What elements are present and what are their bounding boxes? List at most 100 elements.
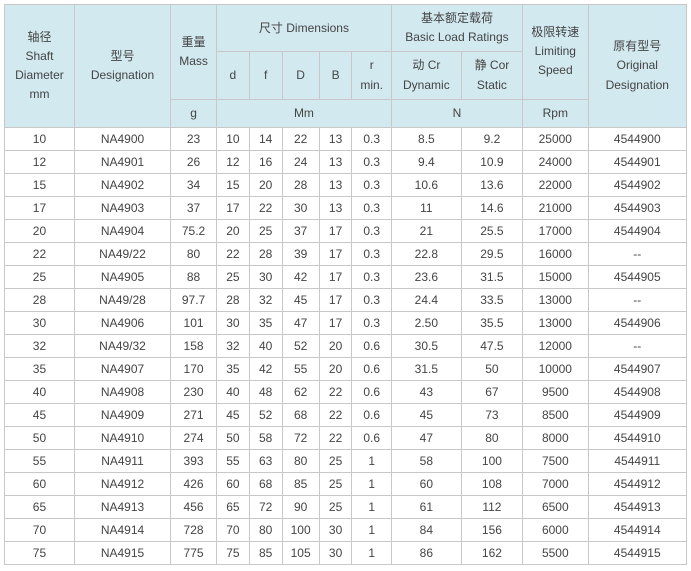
cell-desig: NA4915 [74,541,170,564]
cell-D: 72 [282,426,319,449]
cell-shaft: 40 [5,380,75,403]
cell-stat: 73 [461,403,522,426]
cell-f: 16 [249,150,282,173]
cell-r: 1 [352,472,391,495]
cell-dyn: 31.5 [391,357,461,380]
cell-shaft: 20 [5,219,75,242]
cell-d: 12 [216,150,249,173]
cell-d: 70 [216,518,249,541]
cell-speed: 13000 [523,288,589,311]
cell-dyn: 58 [391,449,461,472]
cell-stat: 35.5 [461,311,522,334]
cell-r: 0.6 [352,380,391,403]
cell-orig: 4544912 [588,472,686,495]
cell-mass: 26 [171,150,217,173]
cell-dyn: 24.4 [391,288,461,311]
cell-orig: 4544905 [588,265,686,288]
cell-stat: 80 [461,426,522,449]
cell-mass: 80 [171,242,217,265]
table-row: 50NA4910274505872220.6478080004544910 [5,426,687,449]
cell-shaft: 60 [5,472,75,495]
cell-speed: 21000 [523,196,589,219]
cell-speed: 24000 [523,150,589,173]
table-row: 30NA4906101303547170.32.5035.51300045449… [5,311,687,334]
cell-D: 68 [282,403,319,426]
cell-f: 22 [249,196,282,219]
cell-f: 58 [249,426,282,449]
table-row: 17NA490337172230130.31114.6210004544903 [5,196,687,219]
cell-speed: 9500 [523,380,589,403]
cell-D: 55 [282,357,319,380]
cell-desig: NA4912 [74,472,170,495]
cell-d: 32 [216,334,249,357]
cell-speed: 7500 [523,449,589,472]
cell-d: 25 [216,265,249,288]
cell-mass: 97.7 [171,288,217,311]
cell-speed: 25000 [523,127,589,150]
cell-d: 10 [216,127,249,150]
cell-D: 90 [282,495,319,518]
cell-d: 35 [216,357,249,380]
cell-r: 0.3 [352,265,391,288]
header-mass-unit: g [171,99,217,127]
cell-shaft: 35 [5,357,75,380]
cell-B: 17 [319,265,352,288]
cell-mass: 393 [171,449,217,472]
cell-speed: 8500 [523,403,589,426]
cell-speed: 5500 [523,541,589,564]
cell-r: 0.3 [352,173,391,196]
cell-stat: 10.9 [461,150,522,173]
cell-D: 24 [282,150,319,173]
header-d: d [216,52,249,99]
table-row: 35NA4907170354255200.631.550100004544907 [5,357,687,380]
cell-mass: 23 [171,127,217,150]
cell-shaft: 65 [5,495,75,518]
cell-orig: 4544906 [588,311,686,334]
cell-d: 28 [216,288,249,311]
header-load-ratings: 基本额定载荷 Basic Load Ratings [391,5,522,52]
cell-speed: 10000 [523,357,589,380]
cell-d: 15 [216,173,249,196]
cell-dyn: 9.4 [391,150,461,173]
cell-D: 42 [282,265,319,288]
cell-orig: 4544904 [588,219,686,242]
cell-mass: 728 [171,518,217,541]
cell-dyn: 61 [391,495,461,518]
cell-B: 17 [319,242,352,265]
header-B: B [319,52,352,99]
cell-dyn: 2.50 [391,311,461,334]
cell-D: 105 [282,541,319,564]
table-row: 65NA49134566572902516111265004544913 [5,495,687,518]
cell-speed: 16000 [523,242,589,265]
cell-B: 25 [319,495,352,518]
header-dimensions: 尺寸 Dimensions [216,5,391,52]
table-row: 75NA491577575851053018616255004544915 [5,541,687,564]
header-speed-unit: Rpm [523,99,589,127]
cell-f: 63 [249,449,282,472]
cell-mass: 271 [171,403,217,426]
cell-speed: 15000 [523,265,589,288]
table-row: 15NA490234152028130.310.613.622000454490… [5,173,687,196]
cell-mass: 456 [171,495,217,518]
cell-speed: 12000 [523,334,589,357]
cell-speed: 6500 [523,495,589,518]
cell-desig: NA4913 [74,495,170,518]
cell-D: 52 [282,334,319,357]
cell-B: 20 [319,357,352,380]
cell-shaft: 15 [5,173,75,196]
cell-dyn: 86 [391,541,461,564]
bearing-spec-table: 轴径 Shaft Diameter mm 型号 Designation 重量 M… [4,4,687,565]
cell-f: 28 [249,242,282,265]
cell-B: 25 [319,449,352,472]
header-load-unit: N [391,99,522,127]
cell-d: 60 [216,472,249,495]
cell-stat: 47.5 [461,334,522,357]
cell-B: 17 [319,219,352,242]
cell-D: 28 [282,173,319,196]
cell-stat: 31.5 [461,265,522,288]
cell-shaft: 12 [5,150,75,173]
table-row: 10NA490023101422130.38.59.2250004544900 [5,127,687,150]
cell-r: 0.3 [352,288,391,311]
cell-desig: NA4914 [74,518,170,541]
table-row: 40NA4908230404862220.6436795004544908 [5,380,687,403]
